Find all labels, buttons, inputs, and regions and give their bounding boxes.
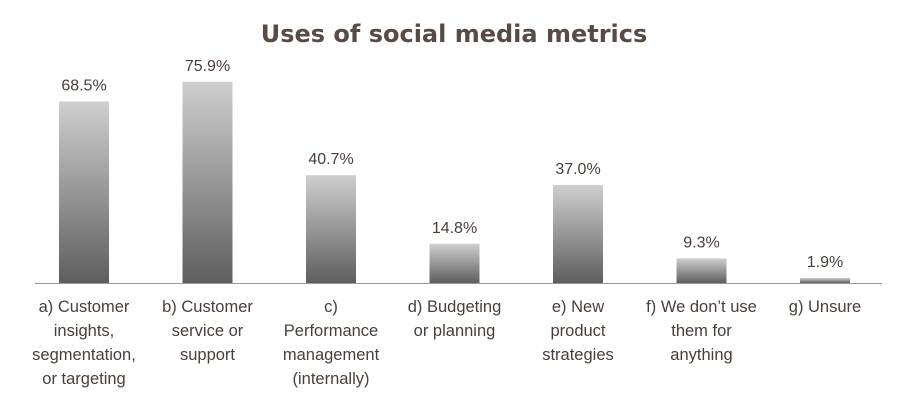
chart-title: Uses of social media metrics [261,20,648,48]
bar-e [553,184,603,283]
bar-b [182,81,233,284]
category-label-line: product [550,322,605,340]
category-label-d: d) Budgeting or planning [408,298,502,340]
category-label-line: or targeting [42,370,125,388]
category-label-line: d) Budgeting [408,298,502,316]
category-label-line: a) Customer [39,298,130,316]
category-label-line: strategies [542,346,614,364]
value-label-a: 68.5% [61,77,106,94]
category-label-line: (internally) [292,370,369,388]
bar-g [800,277,850,283]
bar-a [59,101,109,283]
bar-f [676,258,727,283]
category-label-line: or planning [414,322,496,340]
category-label-line: Performance [284,322,378,340]
category-label-line: segmentation, [32,346,136,364]
bar-c [306,175,356,283]
category-label-g: g) Unsure [789,298,861,316]
category-label-line: anything [670,346,732,364]
category-labels-layer: a) Customer insights, segmentation, or targ… [32,298,861,388]
category-label-line: f) We don’t use [646,298,757,316]
category-label-line: insights, [54,322,115,340]
category-label-b: b) Customer service or support [162,298,253,364]
category-label-line: b) Customer [162,298,253,316]
value-label-b: 75.9% [185,58,230,75]
category-label-line: service or [172,322,244,340]
value-label-f: 9.3% [683,234,719,251]
category-label-line: them for [671,322,732,340]
category-label-line: e) New [552,298,604,316]
category-label-e: e) New product strategies [542,298,614,364]
value-label-d: 14.8% [432,220,477,237]
category-label-line: support [180,346,235,364]
bar-d [429,243,480,283]
category-label-c: c) Performance management (internally) [283,298,380,388]
category-label-line: management [283,346,380,364]
bars-layer: 68.5% 75.9% 40.7% 14.8% 37.0% 9.3% 1.9% [59,58,850,284]
value-label-e: 37.0% [555,161,600,178]
value-label-c: 40.7% [308,151,353,168]
category-label-a: a) Customer insights, segmentation, or targ… [32,298,136,388]
category-label-f: f) We don’t use them for anything [646,298,757,364]
category-label-line: c) [324,298,338,316]
category-label-line: g) Unsure [789,298,861,316]
value-label-g: 1.9% [807,254,843,271]
